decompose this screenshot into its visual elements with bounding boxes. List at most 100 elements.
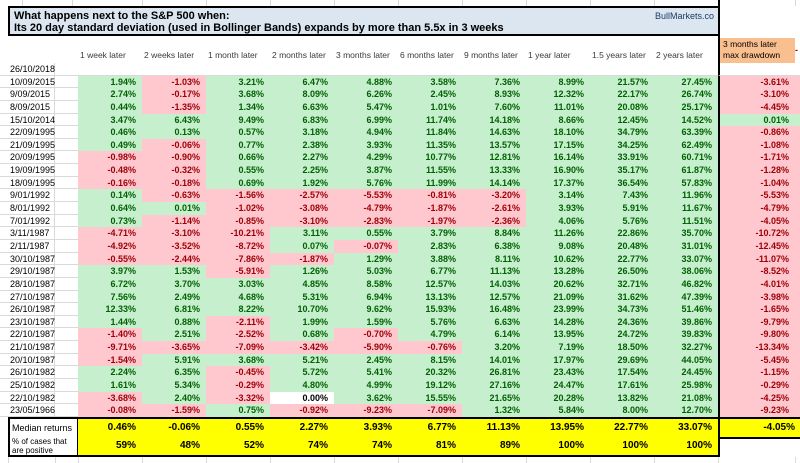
return-cell[interactable]: -0.16% [78,176,142,190]
return-cell[interactable]: 4.88% [334,75,398,89]
return-cell[interactable]: 16.90% [526,164,590,177]
return-cell[interactable]: 4.99% [334,379,398,392]
return-cell[interactable]: -2.57% [270,189,334,203]
column-header-2-months-later[interactable]: 2 months later [272,50,326,60]
percent-positive-cell[interactable]: 74% [270,437,334,455]
return-cell[interactable]: 3.18% [270,126,334,139]
date-cell[interactable]: 30/10/1987 [8,252,56,266]
return-cell[interactable]: 20.28% [526,391,590,405]
date-cell[interactable]: 3/11/1987 [8,227,55,240]
return-cell[interactable]: 1.34% [206,100,270,114]
return-cell[interactable]: 7.43% [590,189,654,203]
return-cell[interactable]: 8.22% [206,303,270,316]
return-cell[interactable]: 11.01% [526,100,590,114]
return-cell[interactable]: 1.61% [78,379,142,392]
return-cell[interactable]: 5.47% [334,100,398,114]
drawdown-cell[interactable]: -9.79% [718,315,795,329]
return-cell[interactable]: 1.53% [142,265,206,278]
return-cell[interactable]: 0.66% [206,151,270,165]
return-cell[interactable]: -3.65% [142,341,206,354]
return-cell[interactable] [270,63,334,76]
return-cell[interactable]: 25.17% [654,100,718,114]
return-cell[interactable]: -0.06% [142,138,206,152]
return-cell[interactable]: 3.03% [206,277,270,291]
return-cell[interactable]: 17.97% [526,353,590,367]
return-cell[interactable] [526,63,590,76]
return-cell[interactable]: 13.95% [526,328,590,342]
return-cell[interactable]: 0.55% [206,164,270,177]
date-cell[interactable]: 2/11/1987 [8,239,55,253]
return-cell[interactable]: 51.46% [654,303,718,316]
return-cell[interactable]: 11.99% [398,176,462,190]
return-cell[interactable]: 21.08% [654,391,718,405]
drawdown-cell[interactable]: -1.28% [718,164,795,177]
return-cell[interactable]: 0.14% [78,189,142,203]
return-cell[interactable]: 6.38% [462,239,526,253]
median-value-cell[interactable]: 2.27% [270,419,334,437]
return-cell[interactable]: -0.92% [270,404,334,417]
return-cell[interactable]: 2.83% [398,239,462,253]
return-cell[interactable]: -8.72% [206,239,270,253]
return-cell[interactable]: 18.10% [526,126,590,139]
percent-positive-cell[interactable]: 100% [526,437,590,455]
return-cell[interactable] [78,63,142,76]
return-cell[interactable]: 10.70% [270,303,334,316]
return-cell[interactable]: 35.70% [654,227,718,240]
column-header-1-year-later[interactable]: 1 year later [528,50,571,60]
return-cell[interactable]: 5.84% [526,404,590,417]
return-cell[interactable]: 16.48% [462,303,526,316]
return-cell[interactable]: 1.59% [334,315,398,329]
return-cell[interactable]: 8.15% [398,353,462,367]
return-cell[interactable]: -1.87% [270,252,334,266]
median-value-cell[interactable]: -0.06% [142,419,206,437]
return-cell[interactable]: -3.08% [270,202,334,215]
return-cell[interactable]: 4.80% [270,379,334,392]
drawdown-cell[interactable]: -5.53% [718,189,795,203]
return-cell[interactable]: -3.10% [142,227,206,240]
return-cell[interactable]: -9.71% [78,341,142,354]
drawdown-cell[interactable]: -13.34% [718,341,795,354]
drawdown-cell[interactable]: -8.52% [718,265,795,278]
percent-positive-cell[interactable]: 48% [142,437,206,455]
return-cell[interactable]: 11.35% [398,138,462,152]
return-cell[interactable]: -1.87% [398,202,462,215]
return-cell[interactable]: 2.24% [78,366,142,380]
return-cell[interactable]: 13.28% [526,265,590,278]
date-cell[interactable]: 26/10/1987 [8,303,56,316]
drawdown-cell[interactable]: -4.79% [718,202,795,215]
percent-positive-cell[interactable]: 59% [78,437,142,455]
return-cell[interactable]: 12.57% [462,290,526,304]
median-value-cell[interactable]: 6.77% [398,419,462,437]
return-cell[interactable]: 11.74% [398,113,462,127]
return-cell[interactable]: 5.31% [270,290,334,304]
return-cell[interactable]: -3.52% [142,239,206,253]
percent-positive-cell[interactable]: 74% [334,437,398,455]
return-cell[interactable]: 26.74% [654,88,718,101]
return-cell[interactable]: 6.63% [270,100,334,114]
return-cell[interactable]: 6.99% [334,113,398,127]
median-value-cell[interactable]: 22.77% [590,419,654,437]
return-cell[interactable]: 0.68% [270,328,334,342]
return-cell[interactable]: 4.68% [206,290,270,304]
return-cell[interactable]: 5.76% [334,176,398,190]
return-cell[interactable]: -2.83% [334,214,398,228]
return-cell[interactable]: 3.68% [206,88,270,101]
return-cell[interactable]: 11.67% [654,202,718,215]
return-cell[interactable]: -0.81% [398,189,462,203]
date-cell[interactable]: 8/09/2015 [8,100,55,114]
date-cell[interactable]: 15/10/2014 [8,113,56,127]
return-cell[interactable]: -1.97% [398,214,462,228]
drawdown-cell[interactable]: -3.98% [718,290,795,304]
return-cell[interactable]: 17.15% [526,138,590,152]
return-cell[interactable]: 6.63% [462,315,526,329]
return-cell[interactable]: -3.32% [206,391,270,405]
percent-positive-cell[interactable]: 81% [398,437,462,455]
percent-positive-cell[interactable]: 100% [654,437,718,455]
return-cell[interactable]: 6.47% [270,75,334,89]
return-cell[interactable]: 2.45% [398,88,462,101]
column-header-6-months-later[interactable]: 6 months later [400,50,454,60]
return-cell[interactable]: 14.18% [462,113,526,127]
return-cell[interactable]: 34.25% [590,138,654,152]
drawdown-cell[interactable]: -3.10% [718,88,795,101]
return-cell[interactable]: 27.45% [654,75,718,89]
